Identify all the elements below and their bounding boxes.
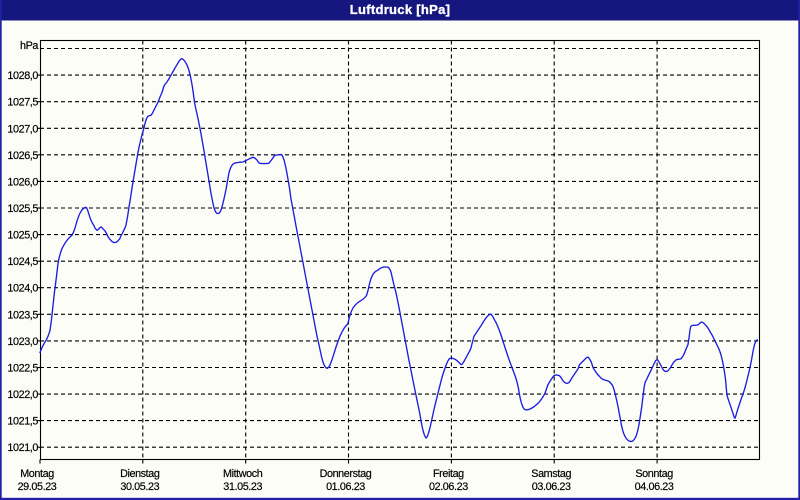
svg-text:04.06.23: 04.06.23 (635, 481, 674, 493)
svg-text:1021,0: 1021,0 (7, 442, 38, 454)
svg-text:1022,5: 1022,5 (7, 363, 38, 375)
svg-text:1028,0: 1028,0 (7, 70, 38, 82)
svg-text:1024,5: 1024,5 (7, 256, 38, 268)
svg-text:30.05.23: 30.05.23 (120, 481, 159, 493)
svg-text:Freitag: Freitag (433, 468, 464, 480)
svg-text:1026,0: 1026,0 (7, 176, 38, 188)
svg-text:Mittwoch: Mittwoch (223, 468, 263, 480)
svg-text:Sonntag: Sonntag (635, 468, 673, 480)
svg-text:1026,5: 1026,5 (7, 150, 38, 162)
svg-text:31.05.23: 31.05.23 (223, 481, 262, 493)
svg-text:1025,5: 1025,5 (7, 203, 38, 215)
svg-text:02.06.23: 02.06.23 (429, 481, 468, 493)
svg-text:hPa: hPa (20, 40, 38, 52)
svg-text:1021,5: 1021,5 (7, 416, 38, 428)
svg-text:29.05.23: 29.05.23 (18, 481, 57, 493)
svg-text:1024,0: 1024,0 (7, 283, 38, 295)
svg-text:Dienstag: Dienstag (120, 468, 160, 480)
svg-text:1023,5: 1023,5 (7, 309, 38, 321)
svg-text:01.06.23: 01.06.23 (326, 481, 365, 493)
svg-text:Luftdruck [hPa]: Luftdruck [hPa] (350, 2, 451, 17)
svg-text:Donnerstag: Donnerstag (320, 468, 372, 480)
svg-text:1022,0: 1022,0 (7, 389, 38, 401)
svg-text:03.06.23: 03.06.23 (532, 481, 571, 493)
svg-text:1027,0: 1027,0 (7, 123, 38, 135)
svg-text:Samstag: Samstag (531, 468, 571, 480)
svg-text:Montag: Montag (20, 468, 54, 480)
svg-text:1027,5: 1027,5 (7, 97, 38, 109)
svg-text:1025,0: 1025,0 (7, 230, 38, 242)
svg-text:1023,0: 1023,0 (7, 336, 38, 348)
